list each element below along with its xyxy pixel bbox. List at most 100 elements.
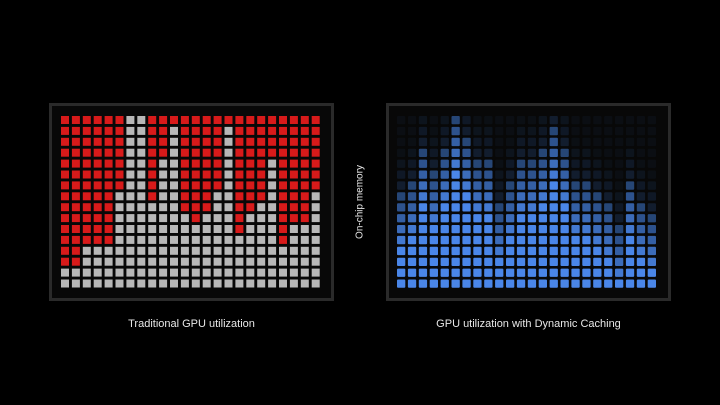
- memory-cell: [571, 225, 580, 234]
- free-memory-cell: [289, 257, 298, 266]
- used-memory-cell: [180, 192, 189, 201]
- memory-cell: [647, 279, 656, 288]
- used-memory-cell: [93, 137, 102, 146]
- used-memory-cell: [202, 116, 211, 124]
- memory-cell: [593, 225, 602, 234]
- used-memory-cell: [82, 126, 91, 135]
- used-memory-cell: [300, 148, 309, 157]
- free-memory-cell: [82, 246, 91, 255]
- used-memory-cell: [246, 203, 255, 212]
- memory-cell: [593, 159, 602, 168]
- free-memory-cell: [82, 257, 91, 266]
- memory-cell: [397, 225, 406, 234]
- free-memory-cell: [300, 279, 309, 288]
- memory-cell: [647, 181, 656, 190]
- used-memory-cell: [235, 137, 244, 146]
- free-memory-cell: [115, 257, 124, 266]
- free-memory-cell: [235, 257, 244, 266]
- used-memory-cell: [246, 116, 255, 124]
- free-memory-cell: [170, 235, 178, 244]
- memory-cell: [451, 235, 460, 245]
- dynamic-caching-memory-grid: [397, 116, 656, 288]
- free-memory-cell: [213, 214, 222, 223]
- used-memory-cell: [300, 170, 309, 179]
- memory-cell: [429, 235, 438, 245]
- memory-cell: [462, 214, 471, 223]
- memory-cell: [484, 126, 493, 136]
- used-memory-cell: [311, 148, 320, 157]
- memory-cell: [462, 268, 471, 277]
- free-memory-cell: [213, 235, 222, 244]
- free-memory-cell: [159, 159, 168, 168]
- memory-cell: [429, 116, 438, 125]
- memory-cell: [397, 246, 406, 256]
- traditional-memory-grid: [61, 116, 320, 288]
- memory-cell: [538, 246, 547, 256]
- free-memory-cell: [126, 279, 135, 288]
- memory-cell: [506, 257, 515, 266]
- free-memory-cell: [137, 192, 146, 201]
- used-memory-cell: [300, 126, 309, 135]
- free-memory-cell: [257, 257, 266, 266]
- free-memory-cell: [159, 225, 168, 233]
- memory-cell: [615, 192, 624, 201]
- used-memory-cell: [268, 148, 277, 157]
- memory-cell: [495, 137, 504, 147]
- memory-cell: [549, 126, 558, 136]
- free-memory-cell: [148, 246, 157, 255]
- memory-cell: [571, 148, 580, 157]
- memory-cell: [538, 148, 547, 157]
- used-memory-cell: [93, 235, 102, 244]
- free-memory-cell: [311, 235, 320, 244]
- memory-cell: [604, 279, 613, 288]
- used-memory-cell: [71, 257, 80, 266]
- free-memory-cell: [137, 235, 146, 244]
- memory-cell: [636, 268, 646, 277]
- used-memory-cell: [61, 225, 69, 233]
- memory-cell: [440, 159, 449, 168]
- memory-cell: [647, 148, 656, 157]
- used-memory-cell: [235, 225, 244, 233]
- free-memory-cell: [126, 181, 135, 190]
- memory-cell: [582, 268, 591, 277]
- memory-cell: [516, 159, 526, 168]
- free-memory-cell: [268, 159, 277, 168]
- memory-cell: [506, 159, 515, 168]
- used-memory-cell: [191, 126, 200, 135]
- memory-cell: [625, 192, 635, 201]
- used-memory-cell: [93, 159, 102, 168]
- free-memory-cell: [137, 268, 146, 277]
- memory-cell: [615, 235, 624, 245]
- memory-cell: [429, 148, 438, 157]
- memory-cell: [593, 257, 602, 266]
- free-memory-cell: [279, 246, 287, 255]
- free-memory-cell: [224, 235, 233, 244]
- free-memory-cell: [268, 203, 277, 212]
- used-memory-cell: [289, 137, 298, 146]
- memory-cell: [582, 192, 591, 201]
- free-memory-cell: [268, 235, 277, 244]
- used-memory-cell: [104, 116, 113, 124]
- used-memory-cell: [82, 192, 91, 201]
- used-memory-cell: [311, 170, 320, 179]
- memory-cell: [407, 203, 417, 212]
- free-memory-cell: [180, 257, 189, 266]
- memory-cell: [418, 148, 428, 157]
- memory-cell: [462, 148, 471, 157]
- memory-cell: [604, 181, 613, 190]
- memory-cell: [527, 214, 537, 223]
- free-memory-cell: [170, 257, 178, 266]
- used-memory-cell: [279, 148, 287, 157]
- memory-cell: [593, 170, 602, 179]
- memory-cell: [582, 203, 591, 212]
- memory-cell: [473, 116, 482, 125]
- memory-cell: [418, 279, 428, 288]
- free-memory-cell: [115, 279, 124, 288]
- memory-cell: [538, 181, 547, 190]
- used-memory-cell: [82, 170, 91, 179]
- memory-cell: [593, 148, 602, 157]
- free-memory-cell: [148, 225, 157, 233]
- memory-cell: [593, 214, 602, 223]
- free-memory-cell: [213, 257, 222, 266]
- free-memory-cell: [148, 214, 157, 223]
